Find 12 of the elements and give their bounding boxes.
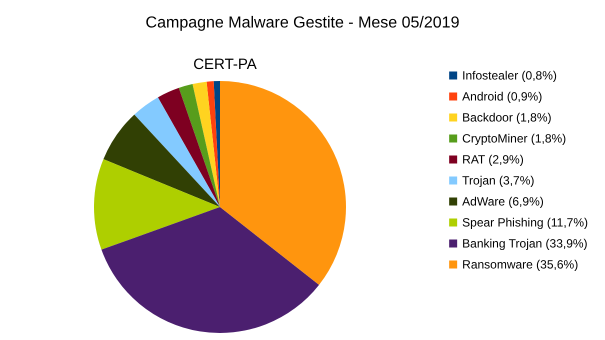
legend-label: Trojan (3,7%) [462, 174, 534, 188]
legend-label: CryptoMiner (1,8%) [462, 132, 566, 146]
legend-label: Spear Phishing (11,7%) [462, 216, 588, 230]
legend-label: Backdoor (1,8%) [462, 110, 552, 124]
legend-label: AdWare (6,9%) [462, 194, 544, 208]
legend-label: RAT (2,9%) [462, 152, 524, 166]
legend-label: Ransomware (35,6%) [462, 258, 578, 272]
chart-subtitle: CERT-PA [193, 56, 257, 73]
legend-label: Android (0,9%) [462, 90, 542, 104]
legend-label: Banking Trojan (33,9%) [462, 236, 588, 250]
legend-label: Infostealer (0,8%) [462, 68, 557, 82]
chart-title: Campagne Malware Gestite - Mese 05/2019 [146, 14, 460, 32]
